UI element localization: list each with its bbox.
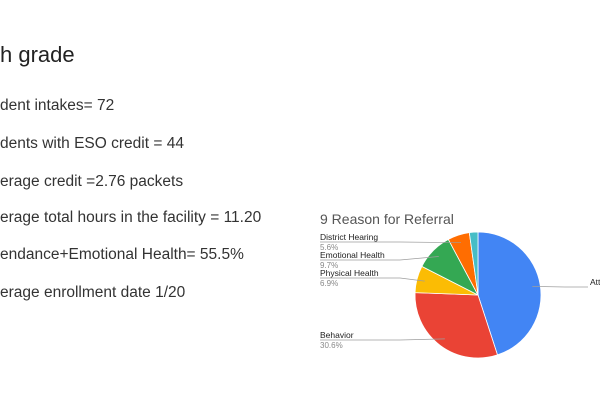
bullet-student-intakes: dent intakes= 72: [0, 97, 115, 114]
slide-title: h grade: [0, 42, 75, 67]
slice-label: Att: [590, 277, 600, 287]
bullet-attendance-emotional: endance+Emotional Health= 55.5%: [0, 246, 244, 263]
pie-slice-behavior: [414, 292, 498, 359]
slice-label: District Hearing: [320, 232, 378, 242]
bullet-enrollment-date: erage enrollment date 1/20: [0, 284, 186, 301]
bullet-eso-credit: dents with ESO credit = 44: [0, 135, 184, 152]
slice-label: Physical Health: [320, 268, 379, 278]
leader-line: [320, 241, 462, 244]
leader-line: [320, 256, 439, 261]
slice-percent: 30.6%: [320, 341, 343, 350]
leader-line: [320, 277, 425, 282]
leader-line: [320, 338, 445, 341]
slice-percent: 5.6%: [320, 243, 338, 252]
slice-percent: 6.9%: [320, 279, 338, 288]
bullet-average-credit: erage credit =2.76 packets: [0, 173, 184, 190]
chart-title: 9 Reason for Referral: [320, 211, 454, 227]
pie-slice-other: [468, 231, 479, 296]
slice-percent: 9.7%: [320, 261, 338, 270]
slice-label: Emotional Health: [320, 250, 385, 260]
bullet-total-hours: erage total hours in the facility = 11.2…: [0, 209, 262, 226]
slice-label: Behavior: [320, 330, 354, 340]
pie-slice-att: [477, 231, 542, 356]
leader-line: [532, 286, 588, 288]
